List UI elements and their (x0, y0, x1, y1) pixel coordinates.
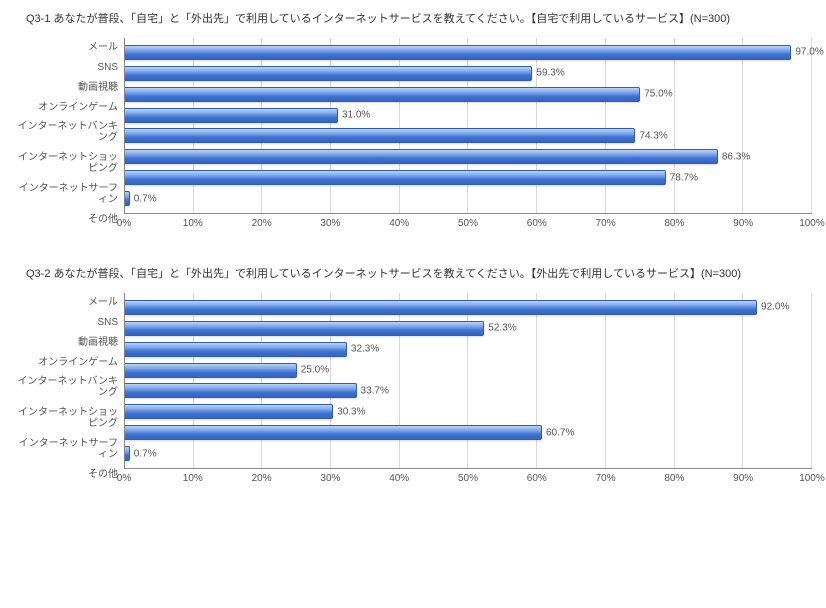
bar-row: 97.0% (125, 45, 812, 60)
bar (125, 149, 718, 164)
bar-row: 78.7% (125, 170, 812, 185)
category-label: SNS (14, 317, 118, 328)
bar-row: 33.7% (125, 383, 812, 398)
value-label: 0.7% (134, 193, 157, 204)
plot-area: 97.0% 59.3% 75.0% 31.0% 74.3% 86.3% 78.7% 0.7% 0… (124, 38, 812, 229)
bar-row: 75.0% (125, 87, 812, 102)
bar (125, 66, 532, 81)
bar (125, 108, 338, 123)
category-label: その他 (14, 469, 118, 480)
chart-block-0: Q3-1 あなたが普段、「自宅」と「外出先」で利用しているインターネットサービス… (8, 10, 818, 229)
value-label: 78.7% (670, 172, 698, 183)
bar-row: 0.7% (125, 191, 812, 206)
bar (125, 383, 357, 398)
plot: 92.0% 52.3% 32.3% 25.0% 33.7% 30.3% 60.7% 0.7% (124, 293, 812, 469)
bar-row: 74.3% (125, 128, 812, 143)
value-label: 86.3% (722, 151, 750, 162)
bar (125, 321, 484, 336)
x-axis-labels: 0%10%20%30%40%50%60%70%80%90%100% (124, 473, 812, 484)
value-label: 60.7% (546, 427, 574, 438)
bar-row: 30.3% (125, 404, 812, 419)
value-label: 32.3% (351, 344, 379, 355)
bar (125, 170, 666, 185)
category-label: オンラインゲーム (14, 357, 118, 368)
value-label: 97.0% (795, 47, 823, 58)
category-label: インターネットバンキング (14, 121, 118, 143)
category-label: SNS (14, 62, 118, 73)
bar (125, 128, 635, 143)
value-label: 52.3% (488, 323, 516, 334)
chart-title: Q3-2 あなたが普段、「自宅」と「外出先」で利用しているインターネットサービス… (8, 265, 818, 281)
plot-area: 92.0% 52.3% 32.3% 25.0% 33.7% 30.3% 60.7% 0.7% 0… (124, 293, 812, 484)
category-label: インターネットサーフィン (14, 438, 118, 460)
bar (125, 300, 757, 315)
chart-frame: メール SNS 動画視聴オンラインゲームインターネットバンキングインターネットショッ… (14, 38, 812, 229)
bar (125, 342, 347, 357)
category-label: オンラインゲーム (14, 102, 118, 113)
bar (125, 87, 640, 102)
chart-frame: メール SNS 動画視聴オンラインゲームインターネットバンキングインターネットショッ… (14, 293, 812, 484)
value-label: 74.3% (639, 130, 667, 141)
value-label: 0.7% (134, 448, 157, 459)
chart-block-1: Q3-2 あなたが普段、「自宅」と「外出先」で利用しているインターネットサービス… (8, 265, 818, 484)
category-label: インターネットサーフィン (14, 183, 118, 205)
category-label: 動画視聴 (14, 337, 118, 348)
category-label: その他 (14, 214, 118, 225)
bar-row: 86.3% (125, 149, 812, 164)
category-label: インターネットショッピング (14, 152, 118, 174)
plot: 97.0% 59.3% 75.0% 31.0% 74.3% 86.3% 78.7% 0.7% (124, 38, 812, 214)
value-label: 92.0% (761, 302, 789, 313)
bar (125, 425, 542, 440)
bar-row: 0.7% (125, 446, 812, 461)
y-axis-labels: メール SNS 動画視聴オンラインゲームインターネットバンキングインターネットショッ… (14, 38, 124, 229)
bar (125, 446, 130, 461)
bar-row: 52.3% (125, 321, 812, 336)
category-label: メール (14, 42, 118, 53)
bar-row: 31.0% (125, 108, 812, 123)
value-label: 33.7% (361, 385, 389, 396)
value-label: 75.0% (644, 89, 672, 100)
category-label: メール (14, 297, 118, 308)
category-label: 動画視聴 (14, 82, 118, 93)
chart-title: Q3-1 あなたが普段、「自宅」と「外出先」で利用しているインターネットサービス… (8, 10, 818, 26)
x-axis-labels: 0%10%20%30%40%50%60%70%80%90%100% (124, 218, 812, 229)
bar (125, 404, 333, 419)
bar-row: 32.3% (125, 342, 812, 357)
category-label: インターネットバンキング (14, 376, 118, 398)
value-label: 31.0% (342, 110, 370, 121)
bar-row: 92.0% (125, 300, 812, 315)
bar-row: 25.0% (125, 363, 812, 378)
y-axis-labels: メール SNS 動画視聴オンラインゲームインターネットバンキングインターネットショッ… (14, 293, 124, 484)
bar (125, 191, 130, 206)
bar-row: 60.7% (125, 425, 812, 440)
bars-container: 97.0% 59.3% 75.0% 31.0% 74.3% 86.3% 78.7% 0.7% (125, 38, 812, 213)
value-label: 30.3% (337, 406, 365, 417)
bar (125, 363, 297, 378)
bar (125, 45, 791, 60)
bars-container: 92.0% 52.3% 32.3% 25.0% 33.7% 30.3% 60.7% 0.7% (125, 293, 812, 468)
category-label: インターネットショッピング (14, 407, 118, 429)
value-label: 25.0% (301, 365, 329, 376)
bar-row: 59.3% (125, 66, 812, 81)
value-label: 59.3% (536, 68, 564, 79)
